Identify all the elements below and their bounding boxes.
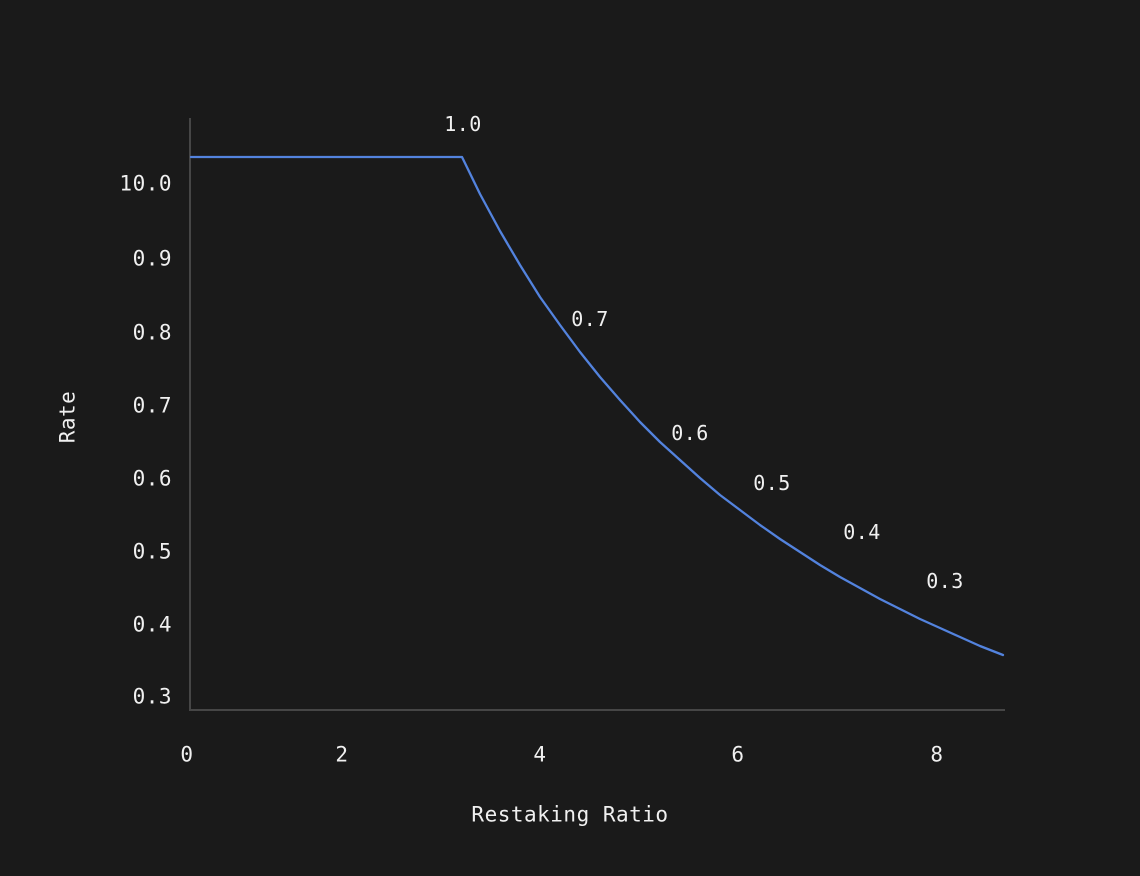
rate-line-series (189, 155, 1005, 657)
axis-lines (189, 118, 1005, 711)
point-value-label: 0.6 (671, 421, 709, 445)
point-value-label: 0.3 (926, 569, 964, 593)
y-tick-label: 0.3 (132, 684, 172, 709)
point-value-label: 0.4 (843, 520, 881, 544)
x-tick-label: 4 (533, 742, 547, 767)
x-tick-label: 6 (731, 742, 745, 767)
y-axis-title: Rate (55, 390, 80, 444)
x-axis-title: Restaking Ratio (471, 802, 669, 827)
x-tick-label: 0 (180, 742, 194, 767)
x-tick-label: 2 (335, 742, 349, 767)
y-tick-label: 0.7 (132, 393, 172, 418)
y-tick-label: 0.6 (132, 466, 172, 491)
point-value-label: 0.5 (753, 471, 791, 495)
y-tick-label: 10.0 (119, 171, 172, 196)
y-tick-label: 0.8 (132, 320, 172, 345)
y-tick-label: 0.5 (132, 539, 172, 564)
y-tick-label: 0.4 (132, 612, 172, 637)
x-tick-label: 8 (930, 742, 944, 767)
point-value-label: 0.7 (571, 307, 609, 331)
y-tick-label: 0.9 (132, 246, 172, 271)
point-value-label: 1.0 (444, 112, 482, 136)
